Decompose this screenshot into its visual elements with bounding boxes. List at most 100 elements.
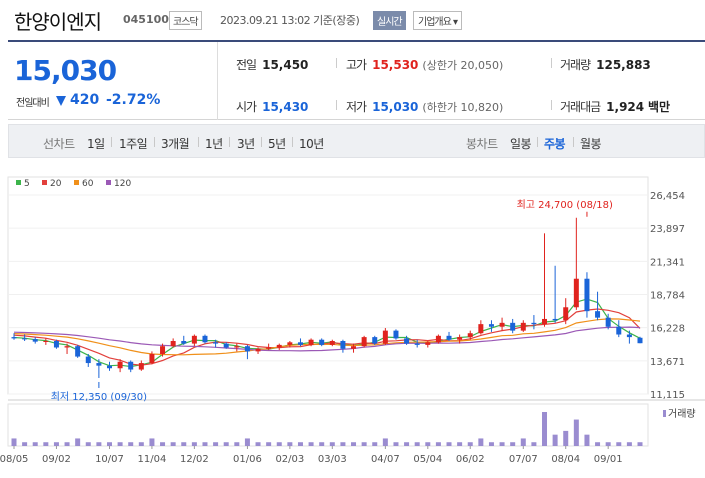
period-10y[interactable]: 10년 (299, 137, 324, 151)
candle-body (499, 322, 505, 327)
candle-body (425, 342, 431, 345)
period-5y[interactable]: 5년 (268, 137, 286, 151)
volume-bar (266, 442, 272, 446)
x-tick-label: 01/06 (233, 454, 262, 465)
ma20-line (13, 308, 641, 366)
legend-swatch (106, 180, 111, 185)
low-annotation: 최저 12,350 (09/30) (51, 391, 147, 403)
candle-body (414, 343, 420, 345)
volume-bar (520, 438, 526, 446)
y-tick-label: 23,897 (650, 224, 685, 235)
candle-body (53, 341, 59, 348)
volume-bar (223, 442, 229, 446)
candle-body (340, 341, 346, 349)
volume-legend-swatch (663, 410, 666, 417)
period-1y[interactable]: 1년 (205, 137, 223, 151)
volume-bar (149, 438, 155, 446)
volume-bar (510, 442, 516, 446)
candle-body (351, 346, 357, 349)
candle-body (584, 278, 590, 312)
y-tick-label: 11,115 (650, 390, 685, 401)
x-tick-label: 05/04 (413, 454, 442, 465)
volume-bar (616, 442, 622, 446)
stick-monthly[interactable]: 월봉 (580, 137, 602, 151)
volume-bar (404, 442, 410, 446)
candle-body (446, 335, 452, 340)
volume-bar (75, 438, 81, 446)
volume-bar (287, 442, 293, 446)
stick-weekly[interactable]: 주봉 (544, 137, 566, 151)
volume-bar (488, 442, 494, 446)
x-tick-label: 06/02 (456, 454, 485, 465)
volume-bar (425, 442, 431, 446)
period-3m[interactable]: 3개월 (161, 137, 190, 151)
period-1w[interactable]: 1주일 (119, 137, 148, 151)
volume-bar (531, 442, 537, 446)
candle-body (287, 342, 293, 345)
ma5-line (13, 298, 641, 368)
volume-bar (234, 442, 240, 446)
volume-bar (170, 442, 176, 446)
trade-amount: 거래대금 1,924 백만 (560, 100, 671, 114)
period-1d[interactable]: 1일 (87, 137, 105, 151)
volume-bar (32, 442, 38, 446)
volume-bar (181, 442, 187, 446)
x-tick-label: 07/07 (509, 454, 538, 465)
change-value: 420 (70, 92, 100, 108)
candle-body (520, 322, 526, 331)
volume-bar (64, 442, 70, 446)
candle-body (382, 330, 388, 344)
x-tick-label: 03/03 (318, 454, 347, 465)
period-toolbar: 선차트 1일 1주일 3개월 1년 3년 5년 10년 봉차트 일봉 주봉 월봉 (8, 124, 705, 158)
x-tick-label: 09/01 (594, 454, 623, 465)
volume-bar (106, 442, 112, 446)
candle-body (510, 322, 516, 331)
candle-body (637, 337, 643, 344)
candle-body (542, 318, 548, 325)
volume-bar (160, 442, 166, 446)
candle-body (531, 322, 537, 325)
candle-body (234, 346, 240, 348)
candle-body (478, 324, 484, 334)
volume-bar (595, 442, 601, 446)
candle-body (64, 346, 70, 348)
volume-bar (340, 442, 346, 446)
volume-bar (96, 442, 102, 446)
candle-body (626, 334, 632, 338)
candle-body (128, 361, 134, 370)
candle-body (11, 337, 17, 339)
candle-body (181, 341, 187, 344)
candle-body (43, 341, 49, 343)
candle-body (605, 317, 611, 327)
volume-bar (637, 442, 643, 446)
realtime-button[interactable]: 실시간 (373, 11, 406, 30)
period-3y[interactable]: 3년 (237, 137, 255, 151)
price-summary: 15,030 전일대비 420 -2.72% 전일 15,450 고가 15,530… (8, 40, 705, 120)
volume-bar (478, 438, 484, 446)
stock-header: 한양이엔지 045100 코스닥 2023.09.21 13:02 기준(장중)… (0, 0, 705, 40)
open-price: 시가 15,430 (236, 100, 309, 114)
candle-body (616, 326, 622, 335)
volume-bar (499, 442, 505, 446)
volume-bar (53, 442, 59, 446)
company-info-dropdown[interactable]: 기업개요 ▾ (413, 11, 462, 30)
volume: 거래량 125,883 (560, 58, 651, 72)
candle-body (22, 338, 28, 340)
change-label: 전일대비 (16, 98, 50, 109)
candle-body (297, 342, 303, 345)
x-tick-label: 09/02 (42, 454, 71, 465)
candle-body (276, 344, 282, 348)
volume-bar (414, 442, 420, 446)
candle-body (149, 353, 155, 364)
y-tick-label: 16,228 (650, 324, 685, 335)
volume-bar (626, 442, 632, 446)
volume-bar (117, 442, 123, 446)
ma60-line (13, 318, 641, 356)
candle-body (266, 347, 272, 349)
volume-bar (351, 442, 357, 446)
ma120-line (13, 326, 641, 352)
candle-body (117, 361, 123, 369)
candle-body (75, 346, 81, 357)
stick-daily[interactable]: 일봉 (510, 137, 532, 151)
